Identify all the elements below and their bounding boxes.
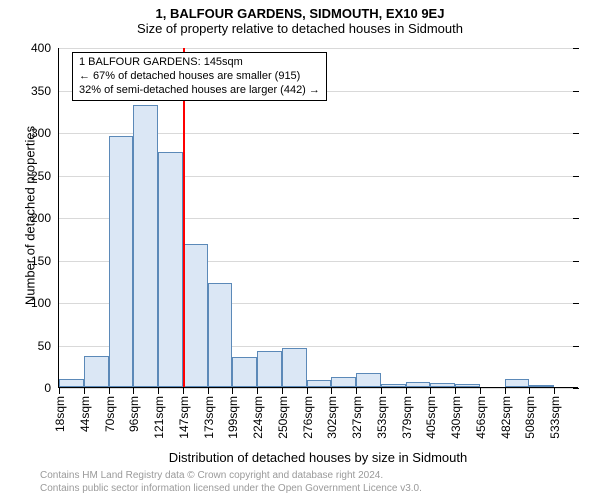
- x-tick-mark: [331, 388, 332, 394]
- x-tick-mark: [183, 388, 184, 394]
- x-tick-mark: [505, 388, 506, 394]
- page-title: 1, BALFOUR GARDENS, SIDMOUTH, EX10 9EJ: [0, 0, 600, 21]
- histogram-bar: [331, 377, 356, 387]
- x-tick-label: 224sqm: [249, 396, 265, 439]
- page-subtitle: Size of property relative to detached ho…: [0, 21, 600, 36]
- x-tick-mark: [529, 388, 530, 394]
- x-tick-label: 70sqm: [101, 396, 117, 432]
- x-axis-label: Distribution of detached houses by size …: [58, 450, 578, 465]
- x-tick-mark: [554, 388, 555, 394]
- x-tick-label: 147sqm: [175, 396, 191, 439]
- histogram-bar: [430, 383, 455, 387]
- x-tick-label: 456sqm: [472, 396, 488, 439]
- x-tick-label: 250sqm: [274, 396, 290, 439]
- histogram-bar: [208, 283, 233, 387]
- histogram-bar: [505, 379, 530, 388]
- y-tick-mark: [573, 303, 579, 304]
- x-tick-label: 482sqm: [497, 396, 513, 439]
- x-tick-label: 18sqm: [51, 396, 67, 432]
- x-tick-mark: [455, 388, 456, 394]
- histogram-plot: 05010015020025030035040018sqm44sqm70sqm9…: [58, 48, 578, 388]
- x-tick-label: 96sqm: [125, 396, 141, 432]
- annotation-box: 1 BALFOUR GARDENS: 145sqm← 67% of detach…: [72, 52, 327, 101]
- x-tick-label: 430sqm: [447, 396, 463, 439]
- x-tick-mark: [282, 388, 283, 394]
- x-tick-label: 353sqm: [373, 396, 389, 439]
- y-tick-label: 400: [31, 41, 59, 55]
- gridline: [59, 388, 578, 389]
- x-tick-label: 508sqm: [521, 396, 537, 439]
- x-tick-label: 276sqm: [299, 396, 315, 439]
- footer-line-2: Contains public sector information licen…: [0, 483, 422, 494]
- histogram-bar: [529, 385, 554, 387]
- y-tick-mark: [573, 346, 579, 347]
- histogram-bar: [158, 152, 183, 387]
- histogram-bar: [406, 382, 431, 387]
- x-tick-label: 121sqm: [150, 396, 166, 439]
- histogram-bar: [307, 380, 332, 387]
- x-tick-mark: [208, 388, 209, 394]
- y-tick-label: 0: [44, 381, 59, 395]
- histogram-bar: [381, 384, 406, 387]
- histogram-bar: [84, 356, 109, 387]
- x-tick-label: 327sqm: [348, 396, 364, 439]
- x-tick-mark: [406, 388, 407, 394]
- y-tick-mark: [573, 218, 579, 219]
- x-tick-mark: [356, 388, 357, 394]
- histogram-bar: [232, 357, 257, 387]
- y-tick-label: 50: [38, 339, 59, 353]
- histogram-bar: [59, 379, 84, 388]
- y-axis-label: Number of detached properties: [23, 86, 38, 346]
- annotation-line: 1 BALFOUR GARDENS: 145sqm: [79, 56, 320, 70]
- histogram-bar: [109, 136, 134, 387]
- x-tick-mark: [109, 388, 110, 394]
- x-tick-label: 302sqm: [323, 396, 339, 439]
- x-tick-mark: [84, 388, 85, 394]
- y-tick-mark: [573, 388, 579, 389]
- gridline: [59, 48, 578, 49]
- x-tick-label: 533sqm: [546, 396, 562, 439]
- x-tick-label: 44sqm: [76, 396, 92, 432]
- x-tick-mark: [307, 388, 308, 394]
- histogram-bar: [257, 351, 282, 387]
- y-tick-mark: [573, 91, 579, 92]
- histogram-bar: [455, 384, 480, 387]
- histogram-bar: [356, 373, 381, 387]
- x-tick-mark: [232, 388, 233, 394]
- x-tick-mark: [59, 388, 60, 394]
- histogram-bar: [133, 105, 158, 387]
- x-tick-label: 379sqm: [398, 396, 414, 439]
- x-tick-mark: [480, 388, 481, 394]
- footer-line-1: Contains HM Land Registry data © Crown c…: [0, 470, 383, 481]
- x-tick-mark: [257, 388, 258, 394]
- y-tick-mark: [573, 176, 579, 177]
- x-tick-label: 173sqm: [200, 396, 216, 439]
- x-tick-mark: [158, 388, 159, 394]
- x-tick-label: 199sqm: [224, 396, 240, 439]
- x-tick-mark: [381, 388, 382, 394]
- annotation-line: 32% of semi-detached houses are larger (…: [79, 84, 320, 98]
- y-tick-mark: [573, 133, 579, 134]
- histogram-bar: [282, 348, 307, 387]
- x-tick-mark: [430, 388, 431, 394]
- y-tick-mark: [573, 261, 579, 262]
- annotation-line: ← 67% of detached houses are smaller (91…: [79, 70, 320, 84]
- x-tick-label: 405sqm: [422, 396, 438, 439]
- histogram-bar: [183, 244, 208, 387]
- y-tick-mark: [573, 48, 579, 49]
- x-tick-mark: [133, 388, 134, 394]
